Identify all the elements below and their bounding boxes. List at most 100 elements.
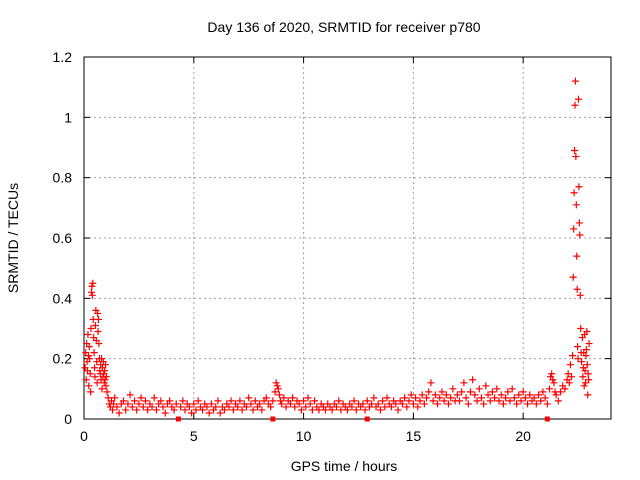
axis-marker [270, 416, 276, 422]
data-point [152, 406, 160, 414]
data-point [159, 403, 167, 411]
data-point [148, 403, 156, 411]
data-point [271, 388, 279, 396]
x-tick-label: 15 [406, 428, 422, 444]
data-point [87, 388, 95, 396]
data-point [335, 397, 343, 405]
data-point [87, 325, 95, 332]
data-point [471, 391, 479, 399]
data-point [150, 394, 158, 402]
data-point [135, 400, 143, 408]
data-point [579, 373, 587, 381]
data-point [172, 400, 180, 408]
data-point [394, 406, 402, 414]
data-point [131, 397, 139, 405]
data-point [574, 343, 582, 351]
data-point [566, 361, 574, 369]
data-point [166, 397, 174, 405]
data-point [484, 391, 492, 399]
data-point [576, 231, 584, 239]
y-tick-label: 0.2 [53, 351, 73, 367]
data-point [567, 373, 575, 381]
data-point [84, 352, 92, 360]
data-point [192, 406, 200, 414]
data-point [409, 400, 417, 408]
data-point [495, 397, 503, 405]
data-point [273, 382, 281, 390]
data-point [469, 376, 477, 384]
data-point [370, 394, 378, 402]
data-point [242, 403, 250, 411]
data-point [359, 400, 367, 408]
data-point [94, 309, 102, 317]
data-point [245, 394, 253, 402]
data-point [101, 367, 109, 375]
data-point [473, 397, 481, 405]
data-point [423, 394, 431, 402]
data-point [584, 391, 592, 399]
data-point [133, 406, 141, 414]
data-point [379, 397, 387, 405]
data-point [275, 391, 283, 399]
data-point [453, 391, 461, 399]
data-point [575, 219, 583, 227]
data-point [269, 397, 277, 405]
data-point [513, 400, 521, 408]
data-point [572, 201, 580, 209]
data-point [157, 397, 165, 405]
data-point [256, 400, 264, 408]
data-point [221, 406, 229, 414]
data-point [491, 394, 499, 402]
data-point [438, 388, 446, 396]
axis-marker [175, 416, 181, 422]
data-point [102, 382, 110, 390]
data-point [418, 391, 426, 399]
data-point [383, 394, 391, 402]
data-point [569, 273, 577, 281]
data-point [188, 409, 196, 417]
data-point [302, 403, 310, 411]
data-point [90, 349, 98, 357]
data-point [499, 400, 507, 408]
data-point [482, 382, 490, 390]
data-point [571, 147, 579, 155]
x-tick-label: 0 [80, 428, 88, 444]
data-point [115, 409, 123, 417]
data-point [141, 397, 149, 405]
data-point [570, 189, 578, 197]
data-point [398, 400, 406, 408]
data-point [94, 328, 102, 336]
data-point [207, 400, 215, 408]
data-point [442, 391, 450, 399]
data-point [510, 394, 518, 402]
data-point [277, 397, 285, 405]
y-tick-label: 1 [64, 109, 72, 125]
data-point [111, 394, 119, 402]
data-point [449, 385, 457, 393]
data-point [87, 288, 95, 296]
data-point [85, 382, 93, 390]
data-point [493, 385, 501, 393]
data-point [177, 403, 185, 411]
data-point [530, 394, 538, 402]
data-point [575, 183, 583, 191]
data-point [412, 394, 420, 402]
data-point [190, 400, 198, 408]
data-point [425, 388, 433, 396]
data-point [556, 388, 564, 396]
data-point [82, 376, 90, 384]
y-tick-label: 0.6 [53, 230, 73, 246]
data-point [205, 409, 213, 417]
data-point [258, 406, 266, 414]
data-point [110, 400, 118, 408]
data-point [458, 388, 466, 396]
data-point [374, 400, 382, 408]
data-point [488, 388, 496, 396]
data-point [575, 95, 583, 103]
data-point [578, 358, 586, 366]
data-point [272, 379, 280, 387]
data-points [81, 77, 593, 417]
data-point [475, 385, 483, 393]
axis-marker [544, 416, 550, 422]
